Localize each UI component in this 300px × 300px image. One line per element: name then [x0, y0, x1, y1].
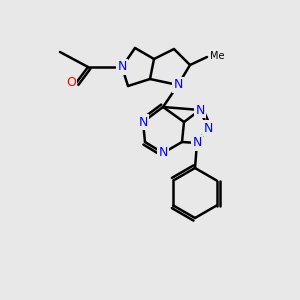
Text: N: N [192, 136, 202, 149]
Text: N: N [117, 61, 127, 74]
Text: N: N [203, 122, 213, 134]
Text: Me: Me [210, 51, 224, 61]
Text: N: N [195, 103, 205, 116]
Text: N: N [158, 146, 168, 160]
Text: N: N [138, 116, 148, 128]
Text: N: N [173, 79, 183, 92]
Text: O: O [66, 76, 76, 89]
